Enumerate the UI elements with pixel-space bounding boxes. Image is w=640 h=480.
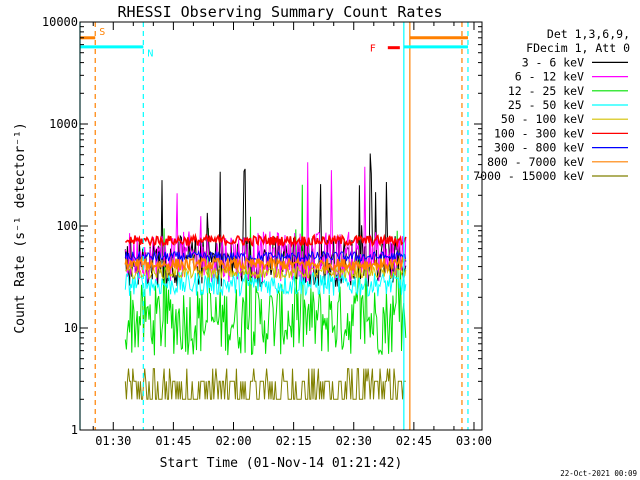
x-tick-label: 02:15 <box>276 434 312 448</box>
annotation-n: N <box>147 49 153 60</box>
series-line-8 <box>124 255 407 274</box>
legend-label: 25 - 50 keV <box>508 98 584 112</box>
x-tick-label: 02:00 <box>215 434 251 448</box>
legend-label: 7000 - 15000 keV <box>473 169 584 183</box>
y-tick-label: 1 <box>71 423 78 437</box>
legend-label: 100 - 300 keV <box>494 126 584 140</box>
x-tick-label: 01:30 <box>95 434 131 448</box>
x-tick-label: 03:00 <box>456 434 492 448</box>
series-line-9 <box>124 368 406 400</box>
legend-label: 800 - 7000 keV <box>487 155 584 169</box>
annotation-s: S <box>99 27 105 38</box>
data-layer <box>124 153 407 400</box>
legend-label: 300 - 800 keV <box>494 141 584 155</box>
y-tick-label: 1000 <box>49 117 78 131</box>
series-line-7 <box>124 250 407 263</box>
footer-timestamp: 22-Oct-2021 00:09 <box>560 469 637 478</box>
legend-header-line: FDecim 1, Att 0 <box>526 41 630 55</box>
legend-label: 50 - 100 keV <box>501 112 584 126</box>
legend-label: 3 - 6 keV <box>522 55 584 69</box>
annotation-f: F <box>370 44 376 55</box>
series-line-6 <box>125 232 407 249</box>
y-axis-label: Count Rate (s⁻¹ detector⁻¹) <box>13 122 28 333</box>
series-line-4 <box>124 271 407 297</box>
x-tick-label: 01:45 <box>155 434 191 448</box>
y-tick-label: 10000 <box>42 15 78 29</box>
legend-label: 12 - 25 keV <box>508 84 584 98</box>
axes-layer: 1 10 100 1000 10000 01:30 01:45 02:00 02:15 02:30… <box>42 15 492 448</box>
y-tick-label: 10 <box>64 321 78 335</box>
x-tick-label: 02:45 <box>396 434 432 448</box>
x-tick-label: 02:30 <box>336 434 372 448</box>
chart-title: RHESSI Observing Summary Count Rates <box>117 3 442 21</box>
legend-header-line: Det 1,3,6,9, <box>547 27 630 41</box>
legend-label: 6 - 12 keV <box>515 70 584 84</box>
x-axis-label: Start Time (01-Nov-14 01:21:42) <box>160 456 403 471</box>
y-tick-label: 100 <box>56 219 78 233</box>
series-line-5 <box>125 264 407 280</box>
